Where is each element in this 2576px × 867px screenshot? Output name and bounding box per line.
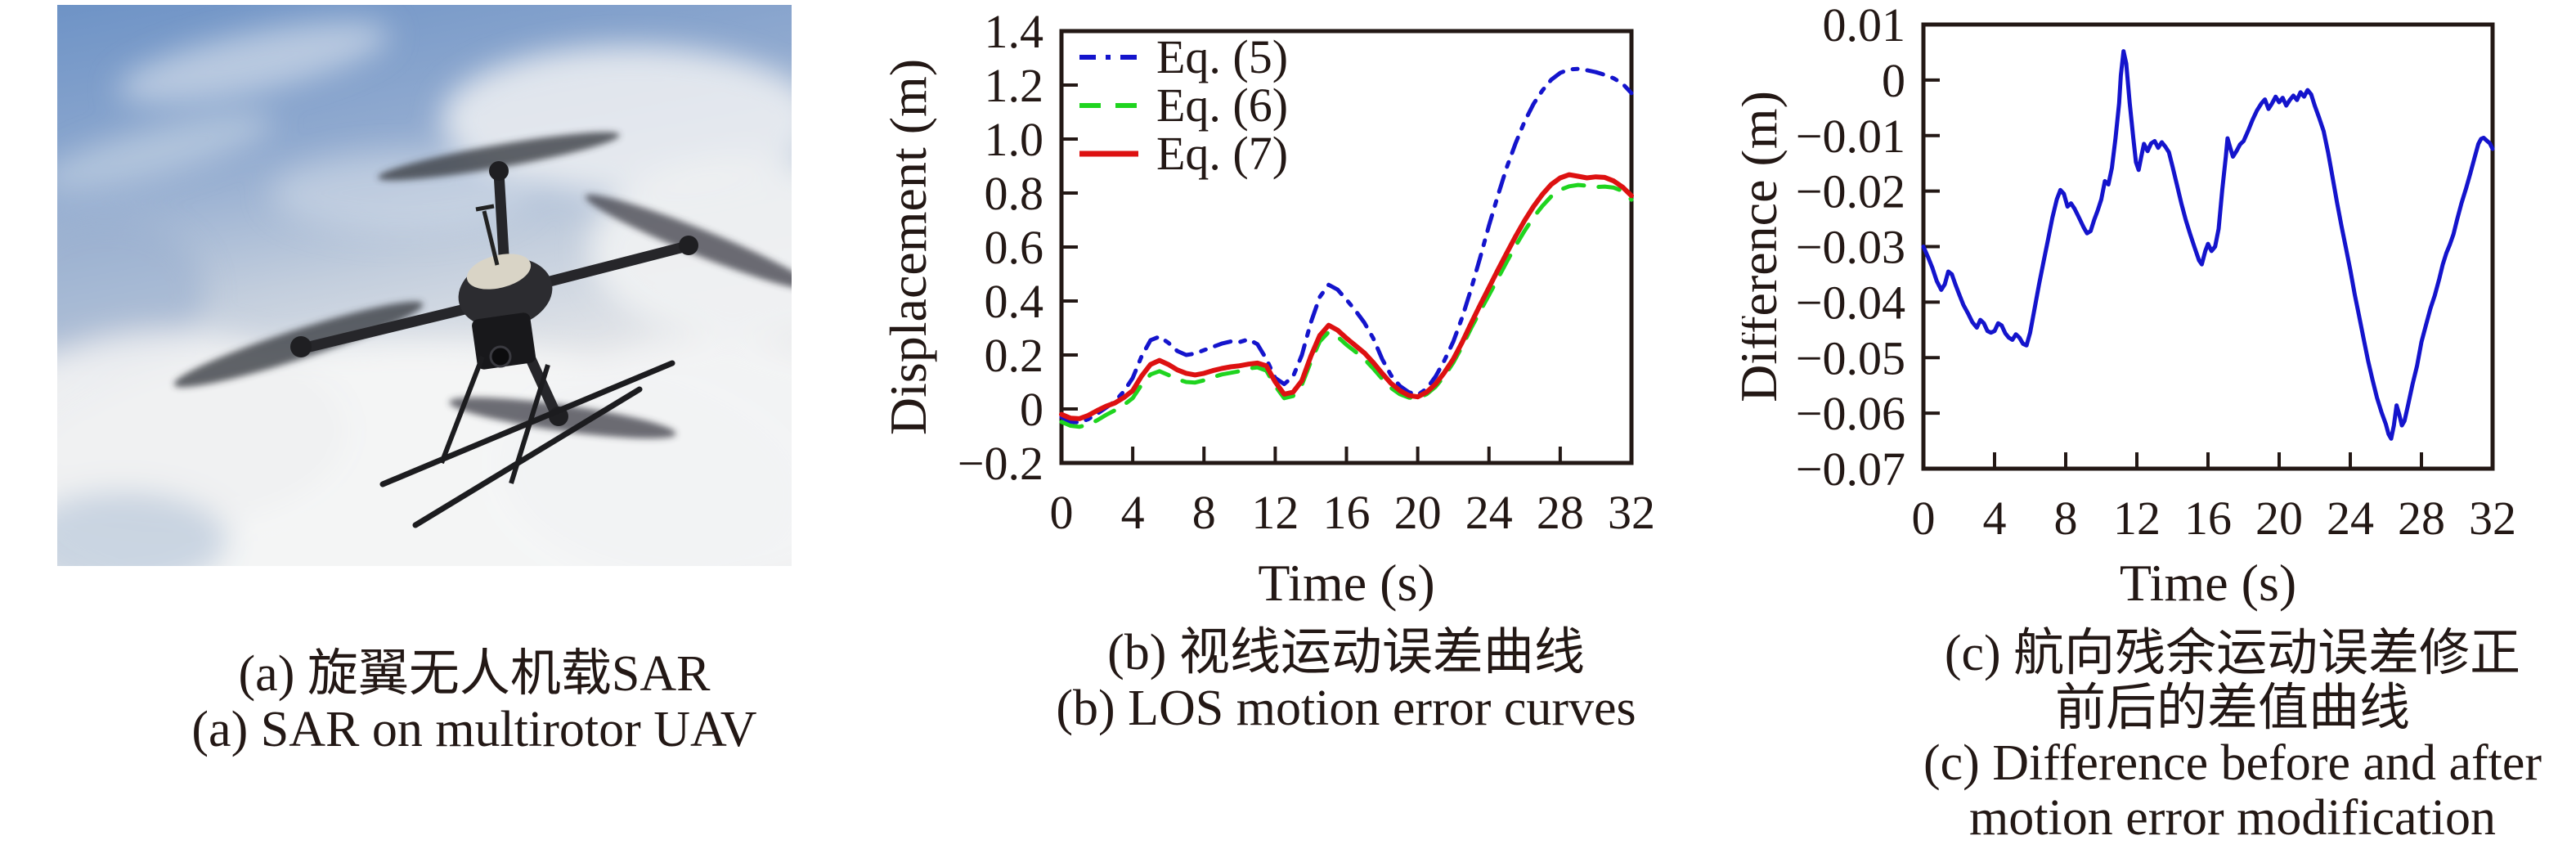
antenna-rods xyxy=(379,360,675,528)
svg-text:24: 24 xyxy=(1465,486,1513,539)
svg-text:32: 32 xyxy=(2469,492,2516,545)
caption-panel-c: (c) 航向残余运动误差修正 前后的差值曲线 (c) Difference be… xyxy=(1865,627,2576,846)
svg-text:−0.01: −0.01 xyxy=(1796,110,1905,163)
svg-text:1.2: 1.2 xyxy=(985,59,1044,112)
svg-text:8: 8 xyxy=(2054,492,2078,545)
svg-text:12: 12 xyxy=(1251,486,1299,539)
caption-c-line3: (c) Difference before and after xyxy=(1923,735,2542,791)
svg-text:20: 20 xyxy=(1394,486,1442,539)
svg-text:0: 0 xyxy=(1050,486,1074,539)
drone xyxy=(173,132,792,528)
svg-text:0.01: 0.01 xyxy=(1823,0,1906,52)
svg-text:−0.04: −0.04 xyxy=(1796,276,1905,329)
clouds xyxy=(57,21,792,566)
drone-body xyxy=(458,204,553,328)
caption-c-line2: 前后的差值曲线 xyxy=(2054,681,2410,736)
svg-text:0.8: 0.8 xyxy=(985,167,1044,220)
svg-text:20: 20 xyxy=(2255,492,2303,545)
svg-text:0: 0 xyxy=(1020,383,1043,436)
svg-text:−0.02: −0.02 xyxy=(1796,165,1905,218)
svg-text:16: 16 xyxy=(2184,492,2232,545)
svg-text:Time (s): Time (s) xyxy=(1258,554,1434,612)
caption-a-line2: (a) SAR on multirotor UAV xyxy=(191,702,757,757)
uav-photo-canvas xyxy=(57,5,792,566)
svg-text:1.0: 1.0 xyxy=(985,113,1044,166)
svg-text:−0.03: −0.03 xyxy=(1796,221,1905,274)
svg-text:32: 32 xyxy=(1608,486,1655,539)
svg-text:28: 28 xyxy=(2398,492,2445,545)
chart-difference: 0 4 8 12 16 20 24 28 320.010−0.01−0.02−0.03−0.04… xyxy=(1742,0,2516,612)
svg-text:Eq. (6): Eq. (6) xyxy=(1156,79,1288,132)
svg-text:0.2: 0.2 xyxy=(985,329,1044,382)
svg-text:Difference (m): Difference (m) xyxy=(1742,91,1788,402)
svg-text:28: 28 xyxy=(1537,486,1584,539)
svg-text:8: 8 xyxy=(1192,486,1216,539)
caption-panel-a: (a) 旋翼无人机载SAR (a) SAR on multirotor UAV xyxy=(106,646,842,757)
svg-text:−0.07: −0.07 xyxy=(1796,442,1905,496)
svg-text:−0.2: −0.2 xyxy=(958,437,1043,490)
svg-text:12: 12 xyxy=(2113,492,2161,545)
svg-text:Time (s): Time (s) xyxy=(2120,554,2296,612)
uav-photo xyxy=(57,5,792,566)
svg-text:−0.06: −0.06 xyxy=(1796,387,1905,440)
caption-b-line2: (b) LOS motion error curves xyxy=(1056,681,1636,736)
caption-b-line1: (b) 视线运动误差曲线 xyxy=(1107,625,1585,681)
svg-text:0.6: 0.6 xyxy=(985,221,1044,274)
svg-text:24: 24 xyxy=(2327,492,2374,545)
chart-los-motion-error: 0 4 8 12 16 20 24 28 321.41.21.00.80.60.40.20−0.… xyxy=(883,5,1655,612)
caption-a-line1: (a) 旋翼无人机载SAR xyxy=(238,646,711,702)
svg-text:4: 4 xyxy=(1983,492,2007,545)
svg-text:4: 4 xyxy=(1121,486,1145,539)
svg-text:Displacement (m): Displacement (m) xyxy=(883,59,937,435)
caption-c-line4: motion error modification xyxy=(1969,790,2496,846)
caption-panel-b: (b) 视线运动误差曲线 (b) LOS motion error curves xyxy=(978,625,1714,736)
svg-text:Eq. (5): Eq. (5) xyxy=(1156,30,1288,83)
svg-text:−0.05: −0.05 xyxy=(1796,331,1905,384)
svg-text:0: 0 xyxy=(1882,54,1905,107)
svg-text:1.4: 1.4 xyxy=(985,5,1044,58)
svg-text:Eq. (7): Eq. (7) xyxy=(1156,127,1288,180)
caption-c-line1: (c) 航向残余运动误差修正 xyxy=(1944,626,2521,681)
svg-text:16: 16 xyxy=(1323,486,1371,539)
svg-text:0.4: 0.4 xyxy=(985,275,1044,328)
svg-text:0: 0 xyxy=(1912,492,1936,545)
